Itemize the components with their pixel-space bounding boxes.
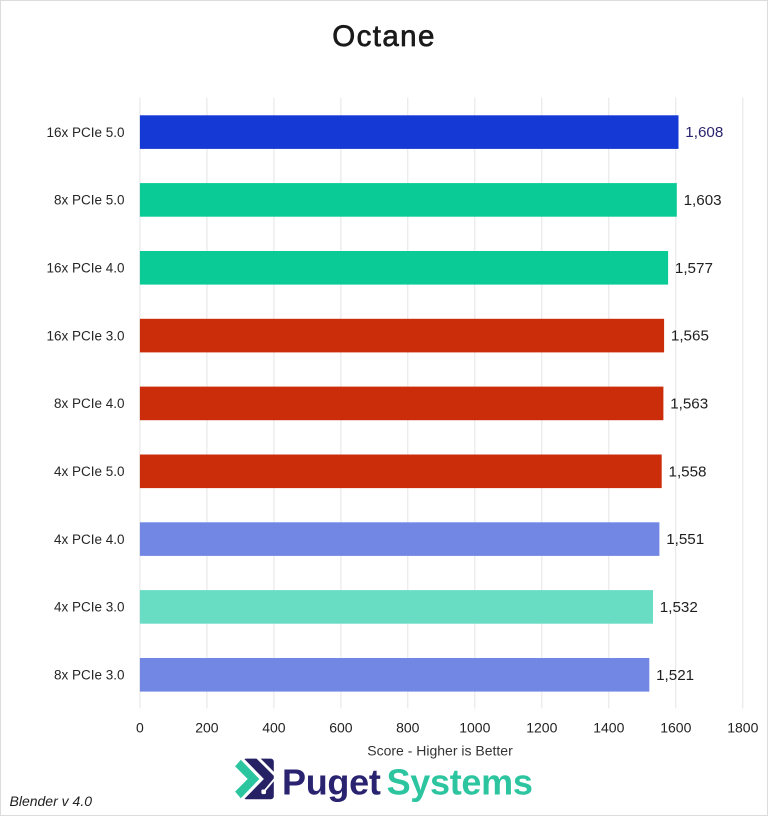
svg-text:1400: 1400 [593,720,624,736]
svg-text:1,563: 1,563 [670,395,708,412]
svg-text:1800: 1800 [727,720,758,736]
svg-text:1,558: 1,558 [669,463,707,480]
svg-text:8x PCIe 4.0: 8x PCIe 4.0 [54,396,125,411]
svg-text:Puget: Puget [282,762,381,803]
svg-text:1,565: 1,565 [671,328,709,345]
svg-text:1,521: 1,521 [656,667,694,684]
svg-text:400: 400 [262,720,286,736]
svg-text:16x PCIe 5.0: 16x PCIe 5.0 [46,125,124,140]
svg-text:1,551: 1,551 [666,531,704,548]
svg-text:1000: 1000 [459,720,490,736]
svg-text:1,603: 1,603 [684,192,722,209]
svg-text:16x PCIe 4.0: 16x PCIe 4.0 [46,261,124,276]
svg-text:16x PCIe 3.0: 16x PCIe 3.0 [46,328,124,343]
svg-text:1,532: 1,532 [660,599,698,616]
svg-text:Octane: Octane [332,20,436,53]
svg-text:Score - Higher is Better: Score - Higher is Better [367,743,513,759]
svg-text:8x PCIe 3.0: 8x PCIe 3.0 [54,668,125,683]
svg-text:200: 200 [195,720,219,736]
svg-text:1200: 1200 [526,720,557,736]
svg-text:Systems: Systems [387,762,533,803]
svg-text:600: 600 [329,720,353,736]
svg-text:8x PCIe 5.0: 8x PCIe 5.0 [54,193,125,208]
svg-text:1,577: 1,577 [675,260,713,277]
svg-text:1,608: 1,608 [685,124,723,141]
svg-text:4x PCIe 3.0: 4x PCIe 3.0 [54,600,125,615]
svg-text:Blender v 4.0: Blender v 4.0 [10,793,93,809]
svg-text:800: 800 [396,720,420,736]
svg-text:4x PCIe 4.0: 4x PCIe 4.0 [54,532,125,547]
svg-text:1600: 1600 [660,720,691,736]
svg-text:4x PCIe 5.0: 4x PCIe 5.0 [54,464,125,479]
svg-text:0: 0 [136,720,144,736]
